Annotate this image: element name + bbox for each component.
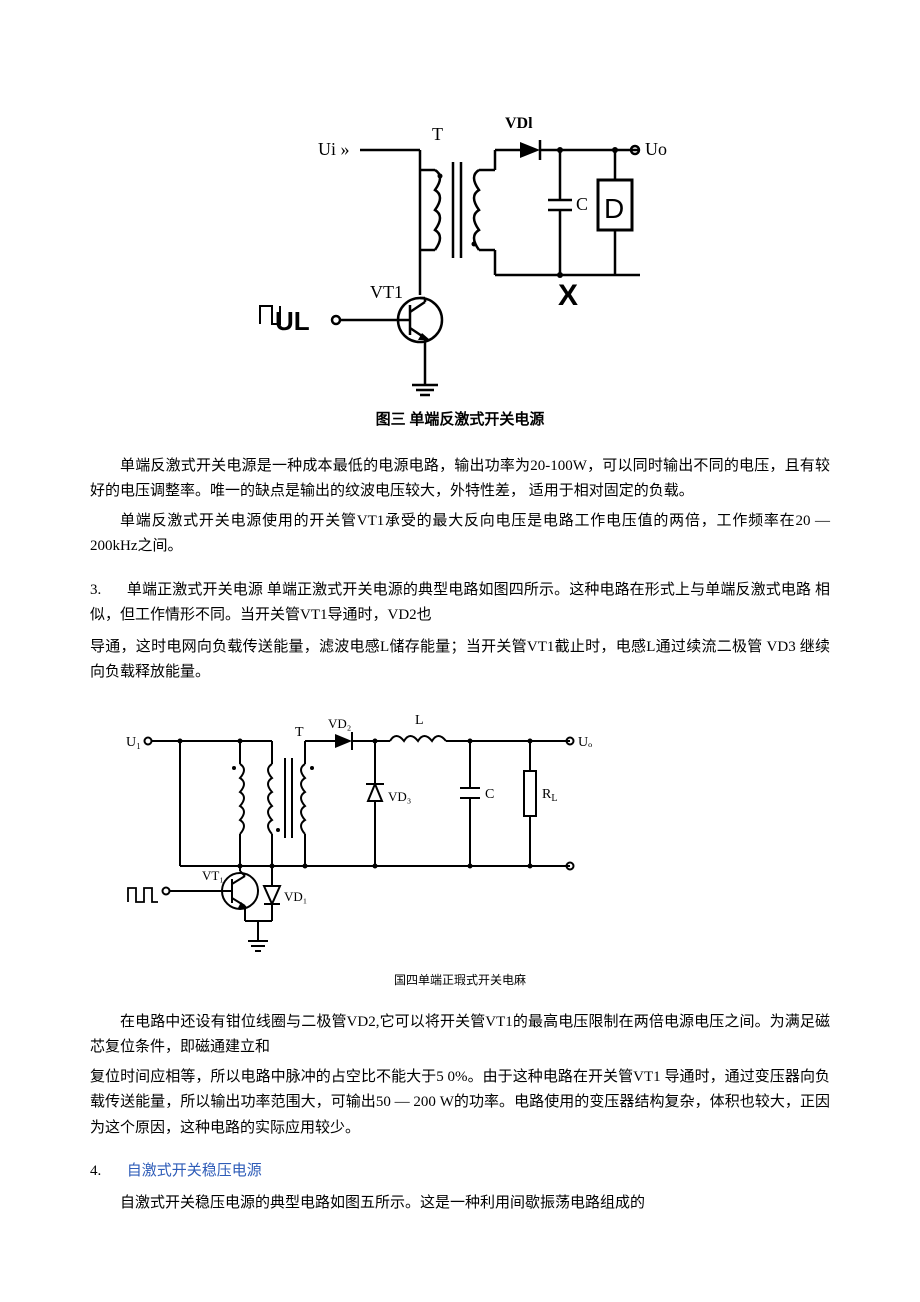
svg-text:D: D bbox=[604, 193, 624, 224]
figure-4-caption: 国四单端正瑕式开关电麻 bbox=[90, 970, 830, 990]
svg-text:RL: RL bbox=[542, 787, 557, 804]
svg-text:Uo: Uo bbox=[645, 139, 667, 159]
section-4-title: 自激式开关稳压电源 bbox=[127, 1163, 262, 1179]
section-3-header: 3. 单端正激式开关电源 单端正激式开关电源的典型电路如图四所示。这种电路在形式… bbox=[90, 578, 830, 629]
svg-text:T: T bbox=[432, 124, 443, 144]
section-3-number: 3. bbox=[90, 578, 123, 604]
figure-3-diagram: Ui » T bbox=[240, 80, 680, 400]
section-4-header: 4. 自激式开关稳压电源 bbox=[90, 1159, 830, 1185]
paragraph-3: 在电路中还设有钳位线圈与二极管VD2,它可以将开关管VT1的最高电压限制在两倍电… bbox=[90, 1010, 830, 1061]
figure-4-diagram: U₁ T bbox=[120, 706, 600, 966]
svg-text:C: C bbox=[485, 787, 494, 802]
svg-text:T: T bbox=[295, 725, 304, 740]
svg-text:Ui »: Ui » bbox=[318, 139, 350, 159]
section-3-body-2: 导通，这时电网向负载传送能量，滤波电感L储存能量；当开关管VT1截止时，电感L通… bbox=[90, 635, 830, 686]
paragraph-1: 单端反激式开关电源是一种成本最低的电源电路，输出功率为20-100W，可以同时输… bbox=[90, 454, 830, 505]
svg-text:VD₁: VD₁ bbox=[284, 889, 307, 904]
paragraph-2: 单端反激式开关电源使用的开关管VT1承受的最大反向电压是电路工作电压值的两倍，工… bbox=[90, 509, 830, 560]
svg-text:U₁: U₁ bbox=[126, 735, 141, 750]
svg-text:L: L bbox=[415, 713, 424, 728]
section-4-body: 自激式开关稳压电源的典型电路如图五所示。这是一种利用间歇振荡电路组成的 bbox=[90, 1191, 830, 1217]
section-3-title: 单端正激式开关电源 bbox=[127, 582, 263, 598]
figure-3-caption: 图三 单端反激式开关电源 bbox=[90, 408, 830, 434]
figure-4-container: U₁ T bbox=[90, 706, 830, 990]
svg-text:VD₃: VD₃ bbox=[388, 789, 411, 804]
svg-text:VD₂: VD₂ bbox=[328, 716, 351, 731]
svg-text:Uₒ: Uₒ bbox=[578, 735, 592, 750]
svg-text:VT1: VT1 bbox=[370, 282, 403, 302]
svg-text:VDl: VDl bbox=[505, 115, 533, 132]
svg-text:C: C bbox=[576, 194, 588, 214]
svg-text:VT₁: VT₁ bbox=[202, 868, 224, 883]
section-4-number: 4. bbox=[90, 1159, 123, 1185]
paragraph-4: 复位时间应相等，所以电路中脉冲的占空比不能大于5 0%。由于这种电路在开关管VT… bbox=[90, 1065, 830, 1142]
svg-text:X: X bbox=[558, 279, 578, 312]
figure-3-container: Ui » T bbox=[90, 80, 830, 434]
